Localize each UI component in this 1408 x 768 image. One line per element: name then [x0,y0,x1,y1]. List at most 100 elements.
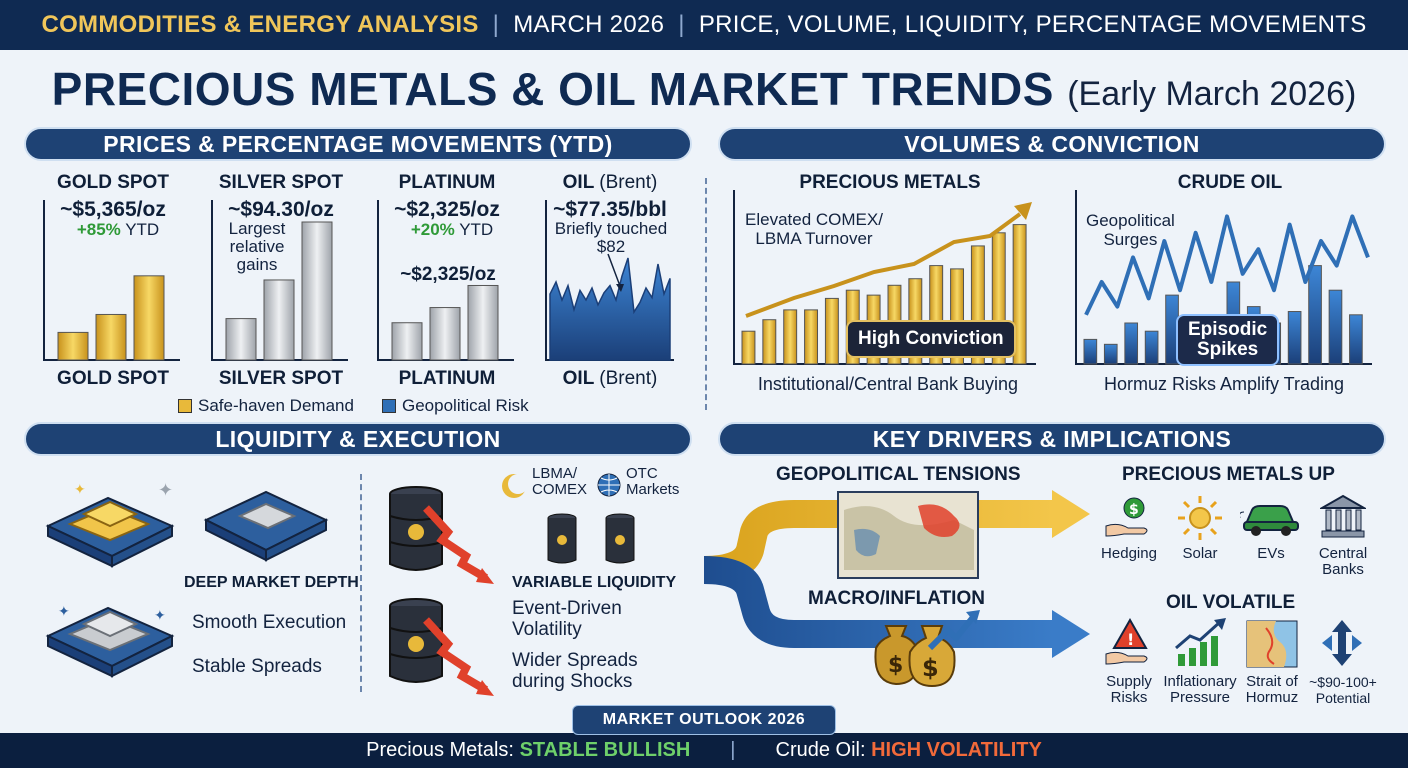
volume-bar [1083,338,1098,365]
footer-separator: | [730,739,736,761]
silver-price: ~$94.30/oz [228,198,334,221]
header-topics: PRICE, VOLUME, LIQUIDITY, PERCENTAGE MOV… [698,11,1367,38]
svg-text:!: ! [1127,630,1134,649]
platinum-price: ~$2,325/oz [394,198,500,221]
flow-arrows-diagram [704,490,1090,658]
bank-icon [1320,494,1366,538]
chart-bar [263,279,295,361]
strait-of-hormuz-caption: Strait of Hormuz [1245,673,1299,706]
trend-arrowhead [1014,202,1032,220]
volume-bar [1103,343,1118,365]
footer-bar: Precious Metals: STABLE BULLISH | Crude … [0,733,1408,768]
arrows-icon [1322,620,1362,666]
oil-volume-note: Geopolitical Surges [1086,211,1175,249]
oil-price-area [549,257,671,361]
potential-caption: ~$90-100+ Potential [1309,674,1377,706]
header-date: MARCH 2026 [513,11,665,38]
volume-bar [762,319,777,365]
geopolitical-tensions-label: GEOPOLITICAL TENSIONS [776,464,1021,485]
oil-note: Briefly touched $82 [554,219,668,256]
metals-outlook-label: Precious Metals: [366,739,514,761]
gold-bars-icon: ✦ ✦ [45,480,175,568]
annotation-arrowhead [616,284,624,292]
oil-title-strong: OIL [562,172,594,193]
volume-bar [1349,314,1363,365]
volume-bar [1308,265,1322,365]
hand-money-icon: $ [1105,497,1148,537]
money-bags-icon: $ $ [874,610,980,688]
silver-stack-icon: ✦ ✦ [45,604,175,678]
metals-outlook-value: STABLE BULLISH [519,739,691,761]
chart-bar [225,318,257,361]
header-bar: COMMODITIES & ENERGY ANALYSIS | MARCH 20… [0,0,1408,50]
svg-text:$: $ [922,654,939,682]
platinum-xlabel: PLATINUM [398,368,496,389]
divider [360,474,362,692]
legend-swatch-gold [178,399,192,413]
header-separator: | [492,11,500,38]
title-sub: (Early March 2026) [1067,75,1357,113]
section-drivers: KEY DRIVERS & IMPLICATIONS [718,422,1386,456]
page-title: PRECIOUS METALS & OIL MARKET TRENDS (Ear… [0,62,1408,116]
section-volumes: VOLUMES & CONVICTION [718,127,1386,161]
section-prices: PRICES & PERCENTAGE MOVEMENTS (YTD) [24,127,692,161]
legend-swatch-blue [382,399,396,413]
venue-lbma-comex: LBMA/ COMEX [532,465,588,498]
oil-xlabel-strong: OIL [562,368,594,389]
deep-market-depth-label: DEEP MARKET DEPTH [184,574,359,591]
svg-text:✦: ✦ [154,608,166,624]
platinum-change-suffix: YTD [459,220,494,239]
gold-xlabel: GOLD SPOT [57,368,169,389]
event-driven-text: Event-Driven Volatility [512,598,622,640]
volume-bar [1124,322,1139,365]
silver-title: SILVER SPOT [218,172,344,193]
metals-volume-xlabel: Institutional/Central Bank Buying [757,374,1019,394]
platinum-title: PLATINUM [398,172,496,193]
high-conviction-badge: High Conviction [846,320,1016,358]
episodic-spikes-badge: Episodic Spikes [1176,314,1280,366]
wider-spreads-text: Wider Spreads during Shocks [512,650,638,692]
divider [705,178,707,410]
svg-text:✦: ✦ [58,604,70,620]
oil-volume-xlabel: Hormuz Risks Amplify Trading [1103,374,1345,394]
header-category: COMMODITIES & ENERGY ANALYSIS [41,11,479,38]
title-main: PRECIOUS METALS & OIL MARKET TRENDS [51,63,1054,115]
sun-eclipse-icon [502,474,528,498]
metals-volume-title: PRECIOUS METALS [799,172,981,193]
legend-item-geopolitical: Geopolitical Risk [382,396,529,416]
sun-icon [1178,496,1222,540]
oil-title-light: (Brent) [599,172,658,193]
market-outlook-badge: MARKET OUTLOOK 2026 [572,705,836,735]
platinum-inner-label: ~$2,325/oz [400,264,496,285]
volume-bar [1328,289,1343,365]
hedging-caption: Hedging [1101,545,1157,562]
chart-bar [429,307,461,361]
map-icon [1246,620,1298,668]
chart-bar [95,313,127,361]
gold-change: +85% [76,220,121,239]
svg-text:$: $ [1129,502,1139,518]
gold-title: GOLD SPOT [57,172,169,193]
warning-hand-icon: ! [1105,618,1148,665]
svg-text:✦: ✦ [158,480,173,501]
legend-item-safe-haven: Safe-haven Demand [178,396,354,416]
macro-inflation-label: MACRO/INFLATION [808,588,985,609]
gold-price: ~$5,365/oz [60,198,166,221]
silver-xlabel: SILVER SPOT [218,368,344,389]
svg-text:$: $ [888,653,903,678]
volume-bar [824,297,839,365]
evs-caption: EVs [1257,545,1285,562]
solar-caption: Solar [1182,545,1218,562]
chart-bar [57,331,89,361]
chart-bar [301,221,333,361]
oil-volume-title: CRUDE OIL [1177,172,1283,193]
oil-barrel-falling-icon [389,486,494,584]
svg-text:✦: ✦ [74,482,86,498]
volume-bar [804,309,819,365]
volume-bar [783,309,798,365]
silver-bars-icon [203,490,329,562]
smooth-execution-text: Smooth Execution [192,612,347,633]
header-separator: | [678,11,685,38]
precious-metals-up-label: PRECIOUS METALS UP [1122,464,1335,485]
oil-outlook-value: HIGH VOLATILITY [871,739,1042,761]
